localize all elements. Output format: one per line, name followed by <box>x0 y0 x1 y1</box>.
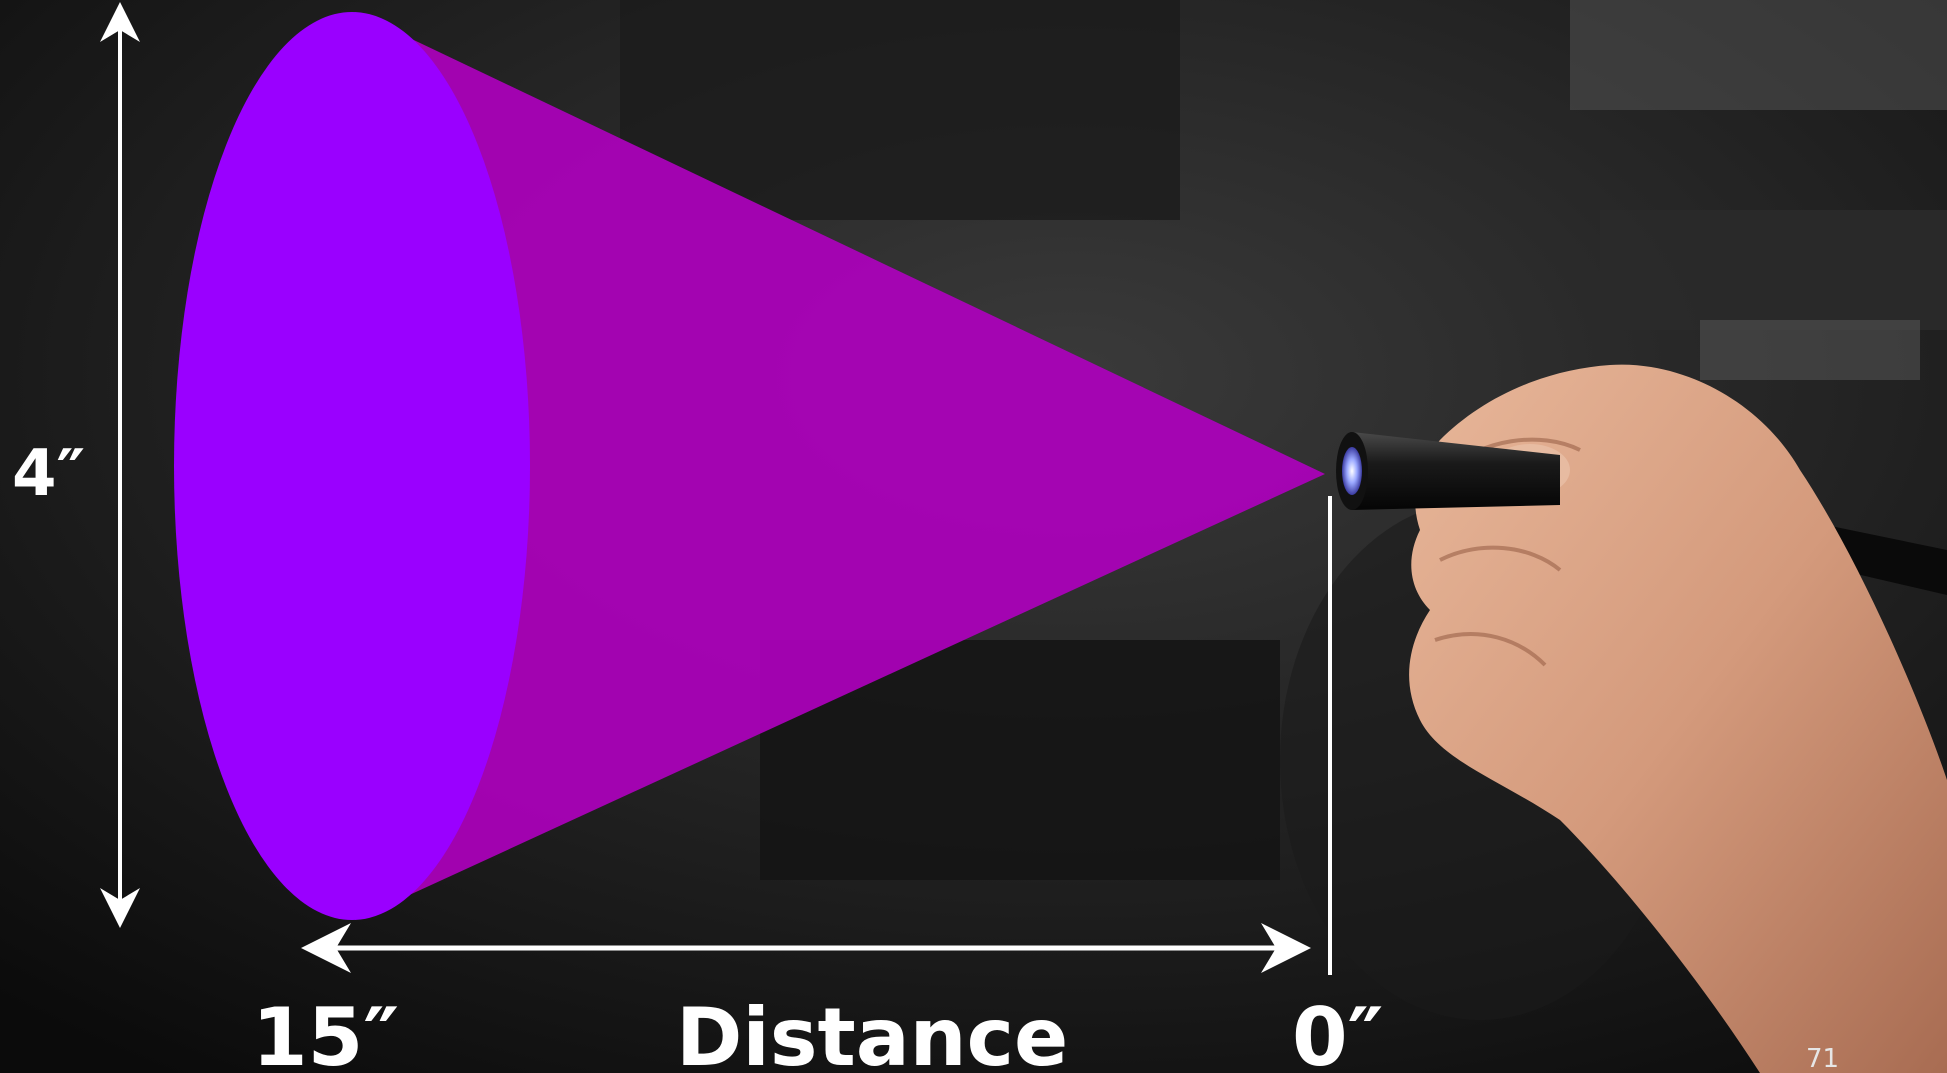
background-panel <box>1570 0 1947 110</box>
light-cone-face <box>174 12 530 920</box>
uv-flashlight-icon <box>1336 432 1560 510</box>
height-label: 4″ <box>12 437 86 511</box>
distance-axis-label: Distance <box>676 991 1069 1073</box>
background-panel <box>1700 320 1920 380</box>
page-number: 71 <box>1806 1044 1840 1073</box>
light-cone-body <box>355 12 1325 920</box>
near-distance-label: 0″ <box>1292 991 1384 1073</box>
background-panel <box>1600 210 1947 330</box>
far-distance-label: 15″ <box>252 991 400 1073</box>
